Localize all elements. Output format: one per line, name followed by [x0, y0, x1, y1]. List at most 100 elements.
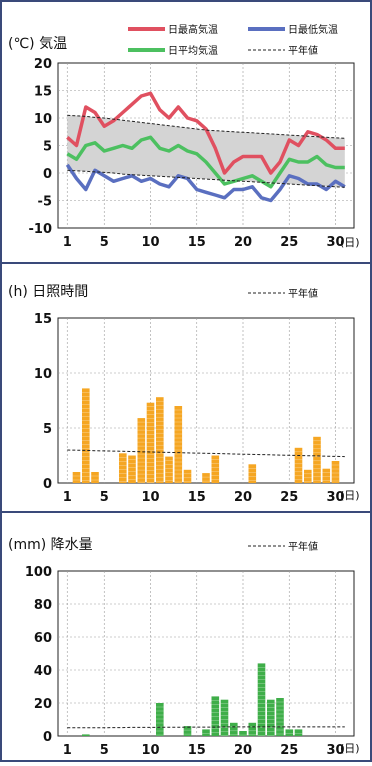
legend-normal-label: 平年値	[288, 44, 318, 57]
bar-day-20	[239, 731, 247, 736]
bar-day-3	[82, 734, 90, 736]
bar-day-24	[276, 698, 284, 736]
bar-day-14	[183, 469, 192, 483]
x-tick-label: 30	[326, 743, 344, 758]
normal-min-line	[67, 169, 345, 188]
x-tick-label: 10	[141, 490, 159, 505]
temperature-x-ticks: 1 5 10 15 20 25 30	[63, 235, 345, 250]
sunshine-legend-normal-label: 平年値	[288, 287, 318, 300]
temperature-y-ticks: 20 15 10 5 0 -5 -10	[29, 57, 53, 237]
x-tick-label: 5	[100, 490, 109, 505]
x-tick-label: 20	[234, 743, 252, 758]
y-tick-label: 100	[25, 565, 52, 580]
y-tick-label: 0	[43, 730, 52, 745]
sunshine-bars	[72, 388, 340, 483]
legend-min-label: 日最低気温	[288, 23, 338, 36]
normal-line	[67, 449, 345, 458]
bar-day-4	[91, 472, 99, 483]
precipitation-bars	[82, 663, 303, 736]
bar-day-9	[137, 418, 146, 483]
bar-day-21	[248, 722, 257, 736]
y-tick-label: 15	[34, 85, 52, 100]
y-tick-label: 10	[34, 112, 52, 127]
y-tick-label: 15	[34, 312, 52, 327]
temperature-x-unit: (日)	[340, 236, 360, 249]
bar-day-26	[294, 447, 303, 483]
bar-day-28	[313, 436, 321, 483]
precipitation-y-ticks: 100 80 60 40 20 0	[25, 565, 52, 745]
legend-avg-label: 日平均気温	[168, 44, 218, 57]
bar-day-17	[211, 455, 220, 483]
x-tick-label: 1	[63, 235, 72, 250]
y-tick-label: 20	[34, 697, 52, 712]
y-tick-label: 5	[43, 140, 52, 155]
bar-day-7	[119, 453, 127, 483]
bar-day-22	[257, 663, 266, 736]
bar-day-8	[128, 455, 136, 483]
sunshine-normal	[67, 449, 345, 458]
temperature-lines	[65, 91, 346, 203]
x-tick-label: 25	[280, 490, 298, 505]
precipitation-x-unit: (日)	[340, 742, 360, 755]
y-tick-label: 20	[34, 57, 52, 72]
y-tick-label: 0	[43, 477, 52, 492]
x-tick-label: 25	[280, 743, 298, 758]
x-tick-label: 15	[188, 743, 206, 758]
bar-day-26	[294, 729, 303, 736]
temperature-title: (℃) 気温	[8, 36, 67, 52]
x-tick-label: 1	[63, 490, 72, 505]
bar-day-27	[304, 469, 312, 483]
bar-day-23	[267, 699, 275, 736]
x-tick-label: 20	[234, 235, 252, 250]
sunshine-plot-area	[57, 317, 355, 484]
precipitation-x-ticks: 1 5 10 15 20 25 30	[63, 743, 345, 758]
sunshine-x-ticks: 1 5 10 15 20 25 30	[63, 490, 345, 505]
bar-day-16	[202, 473, 210, 483]
avg-temp-line	[66, 135, 345, 189]
y-tick-label: 5	[43, 422, 52, 437]
temperature-legend: 日最高気温 日最低気温 日平均気温 平年値	[128, 23, 338, 57]
bar-day-2	[72, 472, 81, 483]
precipitation-normal	[67, 726, 345, 729]
y-tick-label: 0	[43, 167, 52, 182]
x-tick-label: 15	[188, 235, 206, 250]
y-tick-label: 10	[34, 367, 52, 382]
temperature-panel: (℃) 気温 日最高気温 日最低気温 日平均気温 平年値 20151050-5-…	[8, 23, 360, 250]
y-tick-label: 60	[34, 631, 52, 646]
legend-max-label: 日最高気温	[168, 23, 218, 36]
bar-day-3	[82, 388, 90, 483]
x-tick-label: 30	[326, 235, 344, 250]
x-tick-label: 15	[188, 490, 206, 505]
bar-day-11	[156, 397, 164, 483]
precipitation-grid	[58, 571, 354, 736]
bar-day-21	[248, 464, 257, 483]
x-tick-label: 25	[280, 235, 298, 250]
x-tick-label: 20	[234, 490, 252, 505]
y-tick-label: 40	[34, 664, 52, 679]
max-temp-line	[66, 91, 345, 175]
y-tick-label: 80	[34, 598, 52, 613]
precipitation-title: (mm) 降水量	[8, 537, 93, 553]
y-tick-label: -10	[29, 222, 53, 237]
precipitation-legend-normal-label: 平年値	[288, 540, 318, 553]
x-tick-label: 5	[100, 743, 109, 758]
x-tick-label: 1	[63, 743, 72, 758]
x-tick-label: 5	[100, 235, 109, 250]
bar-day-29	[322, 468, 331, 483]
y-tick-label: -5	[38, 195, 52, 210]
x-tick-label: 30	[326, 490, 344, 505]
bar-day-18	[220, 699, 229, 736]
bar-day-14	[183, 726, 192, 736]
normal-max-line	[67, 114, 345, 139]
bar-day-30	[331, 461, 340, 483]
sunshine-y-ticks: 15 10 5 0	[34, 312, 52, 492]
bar-day-11	[156, 703, 164, 736]
bar-day-25	[285, 729, 294, 736]
bar-day-19	[230, 722, 238, 736]
x-tick-label: 10	[141, 235, 159, 250]
sunshine-title: (h) 日照時間	[8, 284, 88, 300]
